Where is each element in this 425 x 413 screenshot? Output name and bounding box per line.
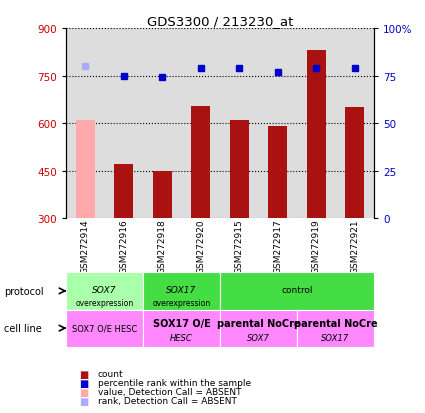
- Text: SOX7: SOX7: [92, 285, 116, 294]
- Text: GSM272919: GSM272919: [312, 218, 321, 273]
- Text: SOX17 O/E: SOX17 O/E: [153, 318, 210, 328]
- Bar: [143, 310, 220, 347]
- Bar: [306, 51, 326, 219]
- Bar: [230, 121, 249, 219]
- Text: GSM272918: GSM272918: [158, 218, 167, 273]
- Bar: [191, 107, 210, 219]
- Text: ■: ■: [79, 378, 88, 388]
- Text: GSM272920: GSM272920: [196, 218, 205, 273]
- Text: GSM272915: GSM272915: [235, 218, 244, 273]
- Text: SOX7: SOX7: [247, 333, 270, 342]
- Text: GSM272914: GSM272914: [81, 218, 90, 273]
- Text: parental NoCre: parental NoCre: [294, 318, 377, 328]
- Bar: [220, 310, 297, 347]
- Text: SOX17: SOX17: [321, 333, 350, 342]
- Text: protocol: protocol: [4, 286, 44, 296]
- Text: rank, Detection Call = ABSENT: rank, Detection Call = ABSENT: [98, 396, 237, 406]
- Text: percentile rank within the sample: percentile rank within the sample: [98, 378, 251, 387]
- Bar: [66, 310, 143, 347]
- Text: HESC: HESC: [170, 333, 193, 342]
- Text: overexpression: overexpression: [75, 298, 133, 307]
- Text: ■: ■: [79, 396, 88, 406]
- Text: SOX7 O/E HESC: SOX7 O/E HESC: [72, 324, 137, 333]
- Bar: [297, 310, 374, 347]
- Text: GSM272921: GSM272921: [350, 218, 359, 273]
- Bar: [143, 273, 220, 310]
- Bar: [153, 171, 172, 219]
- Bar: [114, 165, 133, 219]
- Text: parental NoCre: parental NoCre: [217, 318, 300, 328]
- Text: GSM272917: GSM272917: [273, 218, 282, 273]
- Bar: [345, 108, 364, 219]
- Bar: [268, 127, 287, 219]
- Bar: [76, 121, 95, 219]
- Text: ■: ■: [79, 369, 88, 379]
- Text: cell line: cell line: [4, 323, 42, 333]
- Bar: [220, 273, 374, 310]
- Text: SOX17: SOX17: [166, 285, 196, 294]
- Text: overexpression: overexpression: [152, 298, 210, 307]
- Title: GDS3300 / 213230_at: GDS3300 / 213230_at: [147, 15, 293, 28]
- Text: GSM272916: GSM272916: [119, 218, 128, 273]
- Text: control: control: [281, 285, 313, 294]
- Text: ■: ■: [79, 387, 88, 397]
- Text: count: count: [98, 369, 123, 378]
- Bar: [66, 273, 143, 310]
- Text: value, Detection Call = ABSENT: value, Detection Call = ABSENT: [98, 387, 241, 396]
